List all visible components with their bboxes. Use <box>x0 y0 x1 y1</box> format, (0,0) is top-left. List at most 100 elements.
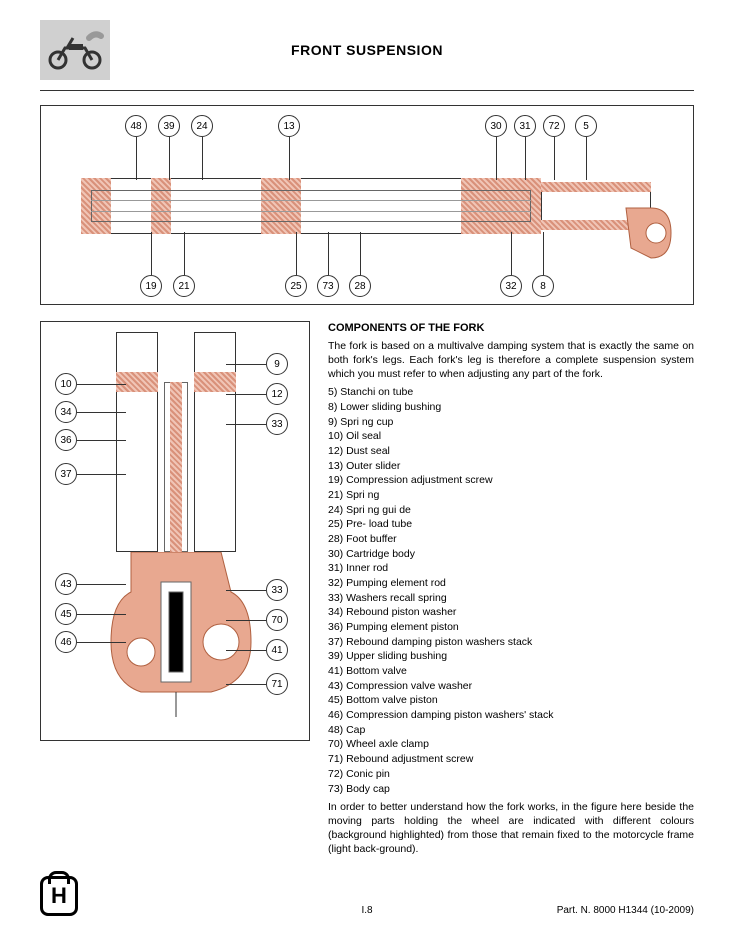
component-item: 48) Cap <box>328 723 694 737</box>
part-number: Part. N. 8000 H1344 (10-2009) <box>557 905 694 916</box>
leader-line <box>226 424 266 425</box>
component-item: 30) Cartridge body <box>328 547 694 561</box>
component-item: 28) Foot buffer <box>328 532 694 546</box>
component-item: 45) Bottom valve piston <box>328 693 694 707</box>
leader-line <box>184 232 185 275</box>
leader-line <box>226 590 266 591</box>
lower-content-row: 10 34 36 37 43 45 46 9 12 33 33 70 41 71 COMPONENTS O… <box>40 321 694 856</box>
callout-bubble: 73 <box>317 275 339 297</box>
leader-line <box>77 474 126 475</box>
components-text-column: COMPONENTS OF THE FORK The fork is based… <box>328 321 694 856</box>
husqvarna-logo-icon: H <box>40 876 78 916</box>
component-item: 34) Rebound piston washer <box>328 605 694 619</box>
callout-bubble: 30 <box>485 115 507 137</box>
component-item: 25) Pre- load tube <box>328 517 694 531</box>
leader-line <box>586 137 587 180</box>
callout-bubble: 8 <box>532 275 554 297</box>
component-list: 5) Stanchi on tube8) Lower sliding bushi… <box>328 385 694 795</box>
leader-line <box>525 137 526 180</box>
callout-bubble: 36 <box>55 429 77 451</box>
leader-line <box>77 384 126 385</box>
callout-bubble: 10 <box>55 373 77 395</box>
callout-bubble: 46 <box>55 631 77 653</box>
component-item: 41) Bottom valve <box>328 664 694 678</box>
leader-line <box>226 684 266 685</box>
page-footer: H I.8 Part. N. 8000 H1344 (10-2009) <box>40 876 694 916</box>
callout-bubble: 21 <box>173 275 195 297</box>
leader-line <box>226 394 266 395</box>
callout-bubble: 5 <box>575 115 597 137</box>
fork-longitudinal-diagram: 4839241330317251921257328328 <box>40 105 694 305</box>
callout-bubble: 72 <box>543 115 565 137</box>
explanatory-note: In order to better understand how the fo… <box>328 800 694 857</box>
leader-line <box>543 232 544 275</box>
leader-line <box>496 137 497 180</box>
leader-line <box>226 650 266 651</box>
page-number: I.8 <box>361 905 372 916</box>
component-item: 9) Spri ng cup <box>328 415 694 429</box>
callout-bubble: 43 <box>55 573 77 595</box>
callout-bubble: 70 <box>266 609 288 631</box>
callout-bubble: 71 <box>266 673 288 695</box>
leader-line <box>151 232 152 275</box>
leader-line <box>511 232 512 275</box>
header-motorcycle-icon <box>40 20 110 80</box>
callout-bubble: 45 <box>55 603 77 625</box>
leader-line <box>202 137 203 180</box>
component-item: 24) Spri ng gui de <box>328 503 694 517</box>
component-item: 8) Lower sliding bushing <box>328 400 694 414</box>
leader-line <box>77 412 126 413</box>
component-item: 39) Upper sliding bushing <box>328 649 694 663</box>
leader-line <box>554 137 555 180</box>
leader-line <box>77 614 126 615</box>
component-item: 31) Inner rod <box>328 561 694 575</box>
component-item: 43) Compression valve washer <box>328 679 694 693</box>
callout-bubble: 13 <box>278 115 300 137</box>
callout-bubble: 12 <box>266 383 288 405</box>
callout-bubble: 41 <box>266 639 288 661</box>
callout-bubble: 33 <box>266 413 288 435</box>
callout-bubble: 31 <box>514 115 536 137</box>
component-item: 13) Outer slider <box>328 459 694 473</box>
leader-line <box>226 364 266 365</box>
axle-bracket-icon <box>621 188 681 268</box>
component-item: 71) Rebound adjustment screw <box>328 752 694 766</box>
component-item: 46) Compression damping piston washers' … <box>328 708 694 722</box>
leader-line <box>169 137 170 180</box>
component-item: 32) Pumping element rod <box>328 576 694 590</box>
callout-bubble: 32 <box>500 275 522 297</box>
header-divider <box>40 90 694 91</box>
leader-line <box>289 137 290 180</box>
page-title: FRONT SUSPENSION <box>130 42 694 58</box>
callout-bubble: 25 <box>285 275 307 297</box>
component-item: 36) Pumping element piston <box>328 620 694 634</box>
callout-bubble: 24 <box>191 115 213 137</box>
callout-bubble: 37 <box>55 463 77 485</box>
component-item: 12) Dust seal <box>328 444 694 458</box>
leader-line <box>77 440 126 441</box>
component-item: 19) Compression adjustment screw <box>328 473 694 487</box>
component-item: 73) Body cap <box>328 782 694 796</box>
page-header: FRONT SUSPENSION <box>40 20 694 80</box>
callout-bubble: 19 <box>140 275 162 297</box>
component-item: 10) Oil seal <box>328 429 694 443</box>
leader-line <box>328 232 329 275</box>
leader-line <box>360 232 361 275</box>
manual-page: FRONT SUSPENSION <box>0 0 734 906</box>
component-item: 72) Conic pin <box>328 767 694 781</box>
components-heading: COMPONENTS OF THE FORK <box>328 321 694 336</box>
leader-line <box>77 584 126 585</box>
callout-bubble: 48 <box>125 115 147 137</box>
callout-bubble: 9 <box>266 353 288 375</box>
component-item: 33) Washers recall spring <box>328 591 694 605</box>
callout-bubble: 28 <box>349 275 371 297</box>
callout-bubble: 34 <box>55 401 77 423</box>
leader-line <box>296 232 297 275</box>
leader-line <box>226 620 266 621</box>
callout-bubble: 33 <box>266 579 288 601</box>
fork-lower-detail-diagram: 10 34 36 37 43 45 46 9 12 33 33 70 41 71 <box>40 321 310 741</box>
component-item: 5) Stanchi on tube <box>328 385 694 399</box>
component-item: 70) Wheel axle clamp <box>328 737 694 751</box>
leader-line <box>136 137 137 180</box>
fork-body-drawing <box>81 178 651 234</box>
